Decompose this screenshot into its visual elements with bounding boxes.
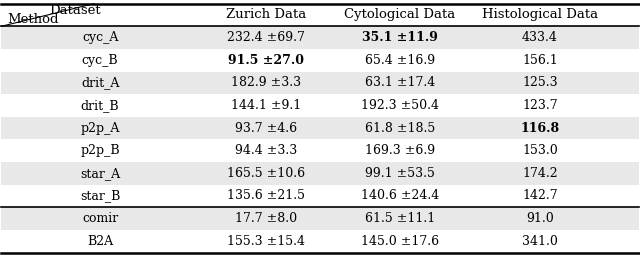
Text: 61.8 ±18.5: 61.8 ±18.5 xyxy=(365,122,435,135)
Text: 125.3: 125.3 xyxy=(522,76,557,89)
FancyBboxPatch shape xyxy=(1,72,639,94)
FancyBboxPatch shape xyxy=(1,207,639,230)
Text: drit_A: drit_A xyxy=(81,76,119,89)
Text: Cytological Data: Cytological Data xyxy=(344,8,455,22)
Text: 135.6 ±21.5: 135.6 ±21.5 xyxy=(227,189,305,203)
FancyBboxPatch shape xyxy=(1,162,639,185)
FancyBboxPatch shape xyxy=(1,185,639,207)
Text: p2p_A: p2p_A xyxy=(81,122,120,135)
Text: star_B: star_B xyxy=(80,189,120,203)
FancyBboxPatch shape xyxy=(1,49,639,72)
Text: cyc_A: cyc_A xyxy=(82,31,118,44)
Text: B2A: B2A xyxy=(87,235,113,248)
Text: 145.0 ±17.6: 145.0 ±17.6 xyxy=(360,235,438,248)
Text: 99.1 ±53.5: 99.1 ±53.5 xyxy=(365,167,435,180)
Text: 123.7: 123.7 xyxy=(522,99,557,112)
Text: 165.5 ±10.6: 165.5 ±10.6 xyxy=(227,167,305,180)
Text: 142.7: 142.7 xyxy=(522,189,557,203)
Text: 156.1: 156.1 xyxy=(522,54,557,67)
FancyBboxPatch shape xyxy=(1,26,639,49)
Text: 169.3 ±6.9: 169.3 ±6.9 xyxy=(365,144,435,157)
FancyBboxPatch shape xyxy=(1,117,639,139)
Text: 144.1 ±9.1: 144.1 ±9.1 xyxy=(230,99,301,112)
Text: 140.6 ±24.4: 140.6 ±24.4 xyxy=(360,189,439,203)
Text: 232.4 ±69.7: 232.4 ±69.7 xyxy=(227,31,305,44)
FancyBboxPatch shape xyxy=(1,139,639,162)
Text: 93.7 ±4.6: 93.7 ±4.6 xyxy=(235,122,297,135)
Text: 192.3 ±50.4: 192.3 ±50.4 xyxy=(361,99,438,112)
FancyBboxPatch shape xyxy=(1,94,639,117)
Text: 116.8: 116.8 xyxy=(520,122,559,135)
Text: 94.4 ±3.3: 94.4 ±3.3 xyxy=(235,144,297,157)
Text: comir: comir xyxy=(82,212,118,225)
Text: 433.4: 433.4 xyxy=(522,31,558,44)
Text: Zurich Data: Zurich Data xyxy=(226,8,306,22)
Text: drit_B: drit_B xyxy=(81,99,120,112)
Text: Method: Method xyxy=(8,13,60,27)
Text: 65.4 ±16.9: 65.4 ±16.9 xyxy=(365,54,435,67)
Text: 341.0: 341.0 xyxy=(522,235,558,248)
Text: 17.7 ±8.0: 17.7 ±8.0 xyxy=(235,212,297,225)
Text: 63.1 ±17.4: 63.1 ±17.4 xyxy=(365,76,435,89)
Text: 35.1 ±11.9: 35.1 ±11.9 xyxy=(362,31,438,44)
Text: star_A: star_A xyxy=(80,167,120,180)
Text: 91.5 ±27.0: 91.5 ±27.0 xyxy=(228,54,304,67)
Text: 174.2: 174.2 xyxy=(522,167,557,180)
Text: 61.5 ±11.1: 61.5 ±11.1 xyxy=(365,212,435,225)
Text: 155.3 ±15.4: 155.3 ±15.4 xyxy=(227,235,305,248)
Text: Dataset: Dataset xyxy=(49,4,100,17)
Text: p2p_B: p2p_B xyxy=(81,144,120,157)
Text: 182.9 ±3.3: 182.9 ±3.3 xyxy=(231,76,301,89)
FancyBboxPatch shape xyxy=(1,230,639,252)
Text: Histological Data: Histological Data xyxy=(482,8,598,22)
Text: 153.0: 153.0 xyxy=(522,144,557,157)
Text: 91.0: 91.0 xyxy=(526,212,554,225)
Text: cyc_B: cyc_B xyxy=(82,54,118,67)
